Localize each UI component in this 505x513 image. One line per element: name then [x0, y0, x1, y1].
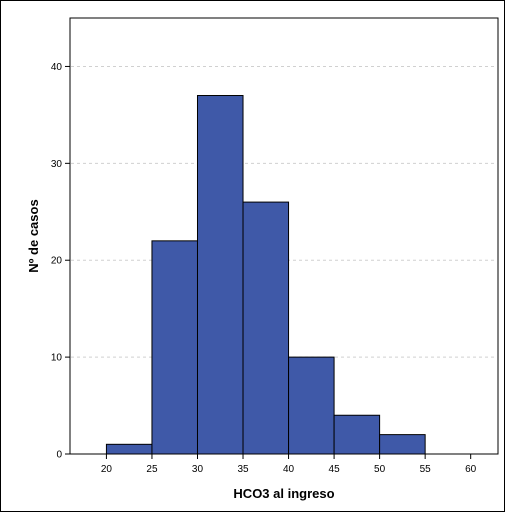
histogram-bar-50-55: [379, 434, 426, 455]
y-tick-label-0: 0: [56, 450, 62, 461]
histogram-bar-20-25: [105, 443, 153, 455]
histogram-bar-40-45: [288, 356, 335, 455]
x-tick-label-55: 55: [420, 464, 432, 475]
histogram-bar-35-40: [242, 201, 290, 455]
x-tick-label-25: 25: [146, 464, 158, 475]
x-axis-title: HCO3 al ingreso: [233, 486, 334, 501]
x-tick-label-60: 60: [465, 464, 477, 475]
x-axis-ticks: 20 25 30 35 40 45 50 55 60: [101, 454, 477, 475]
bars-group: [105, 95, 426, 455]
y-tick-label-10: 10: [51, 353, 63, 364]
x-tick-label-45: 45: [329, 464, 341, 475]
histogram-bar-45-50: [333, 414, 381, 455]
y-axis-ticks: 0 10 20 30 40: [51, 62, 70, 461]
y-tick-label-40: 40: [51, 62, 63, 73]
histogram-bar-25-30: [151, 240, 198, 455]
x-tick-label-30: 30: [192, 464, 204, 475]
x-tick-label-50: 50: [374, 464, 386, 475]
y-tick-label-30: 30: [51, 159, 63, 170]
x-tick-label-35: 35: [237, 464, 249, 475]
histogram-bar-30-35: [196, 95, 244, 455]
y-axis-title: Nº de casos: [26, 199, 41, 272]
y-tick-label-20: 20: [51, 256, 63, 267]
x-tick-label-20: 20: [101, 464, 113, 475]
x-tick-label-40: 40: [283, 464, 295, 475]
